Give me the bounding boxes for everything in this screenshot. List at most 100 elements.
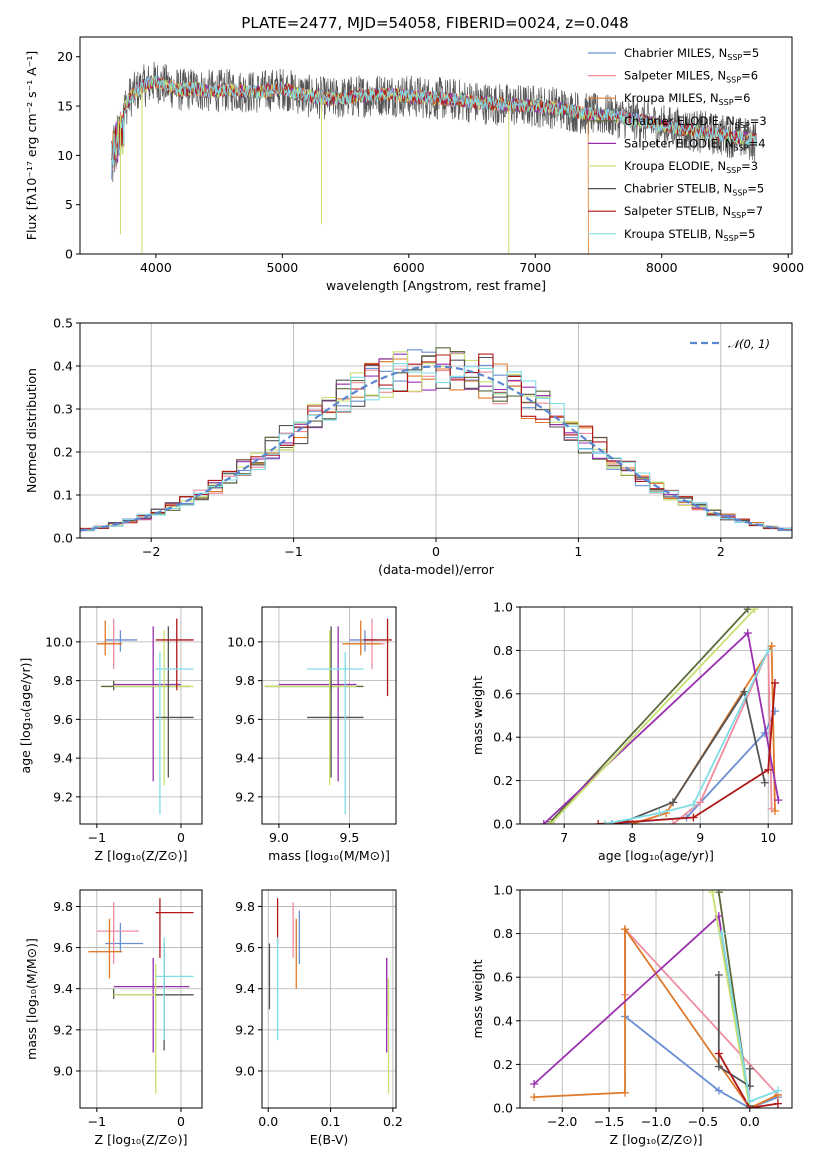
axes-frame xyxy=(261,606,397,825)
panel-age-vs-mass: 9.0 9.5 9.2 9.4 9.6 9.8 10.0 mass [log₁₀(M/M⊙)] xyxy=(227,606,397,863)
y-axis-label: age [log₁₀(age/yr)] xyxy=(18,658,33,774)
y-tick-label: 9.2 xyxy=(53,1022,73,1037)
weight-marker xyxy=(771,678,779,687)
legend-entry: Salpeter STELIB, NSSP=7 xyxy=(624,204,763,220)
y-tick-label: 0.5 xyxy=(53,316,73,331)
weight-marker xyxy=(771,806,779,815)
y-tick-label: 0.2 xyxy=(493,773,513,788)
weight-line-salpeter-elodie xyxy=(533,914,751,1108)
panel-residuals: −2 −1 0 1 2 0.0 0.1 0.2 0.3 0.4 0.5 (data-model)/er… xyxy=(24,316,793,577)
y-tick-label: 0.3 xyxy=(53,402,73,417)
x-axis-label: Z [log₁₀(Z/Z⊙)] xyxy=(95,848,188,863)
legend-entry: Chabrier ELODIE, NSSP=3 xyxy=(624,114,767,130)
weight-marker xyxy=(530,1093,539,1102)
x-tick-label: 0.1 xyxy=(321,1114,341,1129)
x-tick-label: 0.2 xyxy=(383,1114,403,1129)
x-tick-label: −1 xyxy=(284,544,302,559)
weight-line-kroupa-stelib xyxy=(604,650,770,824)
spectrum-line-kroupa-stelib xyxy=(111,74,757,166)
weight-marker xyxy=(689,813,698,822)
y-tick-label: 0.4 xyxy=(493,730,513,745)
weight-marker xyxy=(760,778,769,787)
y-tick-label: 0.6 xyxy=(493,970,513,985)
panel-spectrum: 4000 5000 6000 7000 8000 9000 0 5 10 15 20 waveleng… xyxy=(24,36,804,293)
y-tick-label: 20 xyxy=(57,49,73,64)
x-tick-label: 4000 xyxy=(140,260,172,275)
y-tick-label: 9.2 xyxy=(235,789,255,804)
y-tick-label: 9.8 xyxy=(53,899,73,914)
x-tick-label: 0.0 xyxy=(258,1114,278,1129)
weight-marker xyxy=(745,1064,754,1073)
panel-massweight-vs-age: 7 8 9 10 0.0 0.2 0.4 0.6 0.8 1.0 age [log₁₀(age/yr… xyxy=(470,600,793,863)
x-tick-label: 10 xyxy=(760,830,776,845)
x-tick-label: 9.5 xyxy=(340,830,360,845)
legend-entry: Salpeter ELODIE, NSSP=4 xyxy=(624,136,766,152)
y-tick-label: 9.4 xyxy=(53,751,73,766)
weight-marker xyxy=(708,890,717,897)
plot-area xyxy=(111,61,757,254)
y-tick-label: 0.0 xyxy=(53,531,73,546)
weight-marker xyxy=(764,765,773,774)
weight-marker xyxy=(594,820,603,824)
y-tick-label: 0.8 xyxy=(493,926,513,941)
weight-marker xyxy=(714,1062,723,1071)
y-tick-label: 9.4 xyxy=(53,981,73,996)
weight-marker xyxy=(750,607,759,614)
spectrum-line-salpeter-stelib xyxy=(111,77,757,161)
y-tick-label: 9.2 xyxy=(235,1022,255,1037)
y-tick-label: 9.0 xyxy=(235,1063,255,1078)
legend-entry: Kroupa STELIB, NSSP=5 xyxy=(624,227,755,243)
x-tick-label: 1 xyxy=(574,544,582,559)
x-tick-label: −0.5 xyxy=(688,1114,718,1129)
y-tick-label: 0.8 xyxy=(493,643,513,658)
x-tick-label: 5000 xyxy=(266,260,298,275)
weight-marker xyxy=(607,820,616,824)
weight-marker xyxy=(530,1080,539,1089)
y-tick-label: 9.6 xyxy=(53,940,73,955)
weight-marker xyxy=(714,1086,723,1095)
y-tick-label: 0.2 xyxy=(53,445,73,460)
x-tick-label: 2 xyxy=(717,544,725,559)
y-axis-label: mass [log₁₀(M/M⊙)] xyxy=(24,938,39,1060)
legend-entry: Chabrier STELIB, NSSP=5 xyxy=(624,182,764,198)
y-tick-label: 15 xyxy=(57,99,73,114)
x-tick-label: 0.0 xyxy=(740,1114,760,1129)
weight-marker xyxy=(669,798,677,807)
histogram-chabrier-stelib xyxy=(80,355,792,532)
weight-line-salpeter-miles xyxy=(624,926,779,1096)
x-axis-label: E(B-V) xyxy=(310,1132,349,1147)
x-tick-label: 0 xyxy=(177,1114,185,1129)
x-tick-label: −2 xyxy=(142,544,160,559)
weight-marker xyxy=(745,1097,754,1106)
panels: 4000 5000 6000 7000 8000 900005101520waveleng… xyxy=(18,36,804,1147)
x-tick-label: 9.0 xyxy=(269,830,289,845)
y-tick-label: 9.4 xyxy=(235,751,255,766)
y-tick-label: 0.4 xyxy=(53,359,73,374)
x-tick-label: −2.0 xyxy=(547,1114,577,1129)
y-tick-label: 0.4 xyxy=(493,1013,513,1028)
x-axis-label: (data-model)/error xyxy=(378,562,495,577)
plot-area xyxy=(268,898,390,1094)
weight-marker xyxy=(539,820,548,824)
x-tick-label: 8 xyxy=(628,830,636,845)
legend: 𝒩(0, 1) xyxy=(690,337,770,351)
legend: Chabrier MILES, NSSP=5 Salpeter MILES, NS… xyxy=(588,46,767,243)
weight-line-chabrier-miles xyxy=(624,1015,779,1108)
axes-frame xyxy=(79,889,203,1109)
weight-line-chabrier-stelib xyxy=(717,975,751,1088)
weight-marker xyxy=(655,809,664,818)
weight-marker xyxy=(601,820,609,824)
weight-marker xyxy=(773,1086,782,1095)
x-axis-label: Z [log₁₀(Z/Z⊙)] xyxy=(95,1132,188,1147)
weight-marker xyxy=(743,607,752,614)
weight-marker xyxy=(621,925,630,934)
spectrum-line-chabrier-stelib xyxy=(111,61,757,183)
weight-marker xyxy=(621,1088,630,1097)
y-tick-label: 9.8 xyxy=(235,673,255,688)
y-tick-label: 0.6 xyxy=(493,686,513,701)
y-tick-label: 10.0 xyxy=(227,634,255,649)
y-tick-label: 0.2 xyxy=(493,1057,513,1072)
weight-marker xyxy=(689,800,698,809)
legend-entry: Chabrier MILES, NSSP=5 xyxy=(624,46,759,62)
